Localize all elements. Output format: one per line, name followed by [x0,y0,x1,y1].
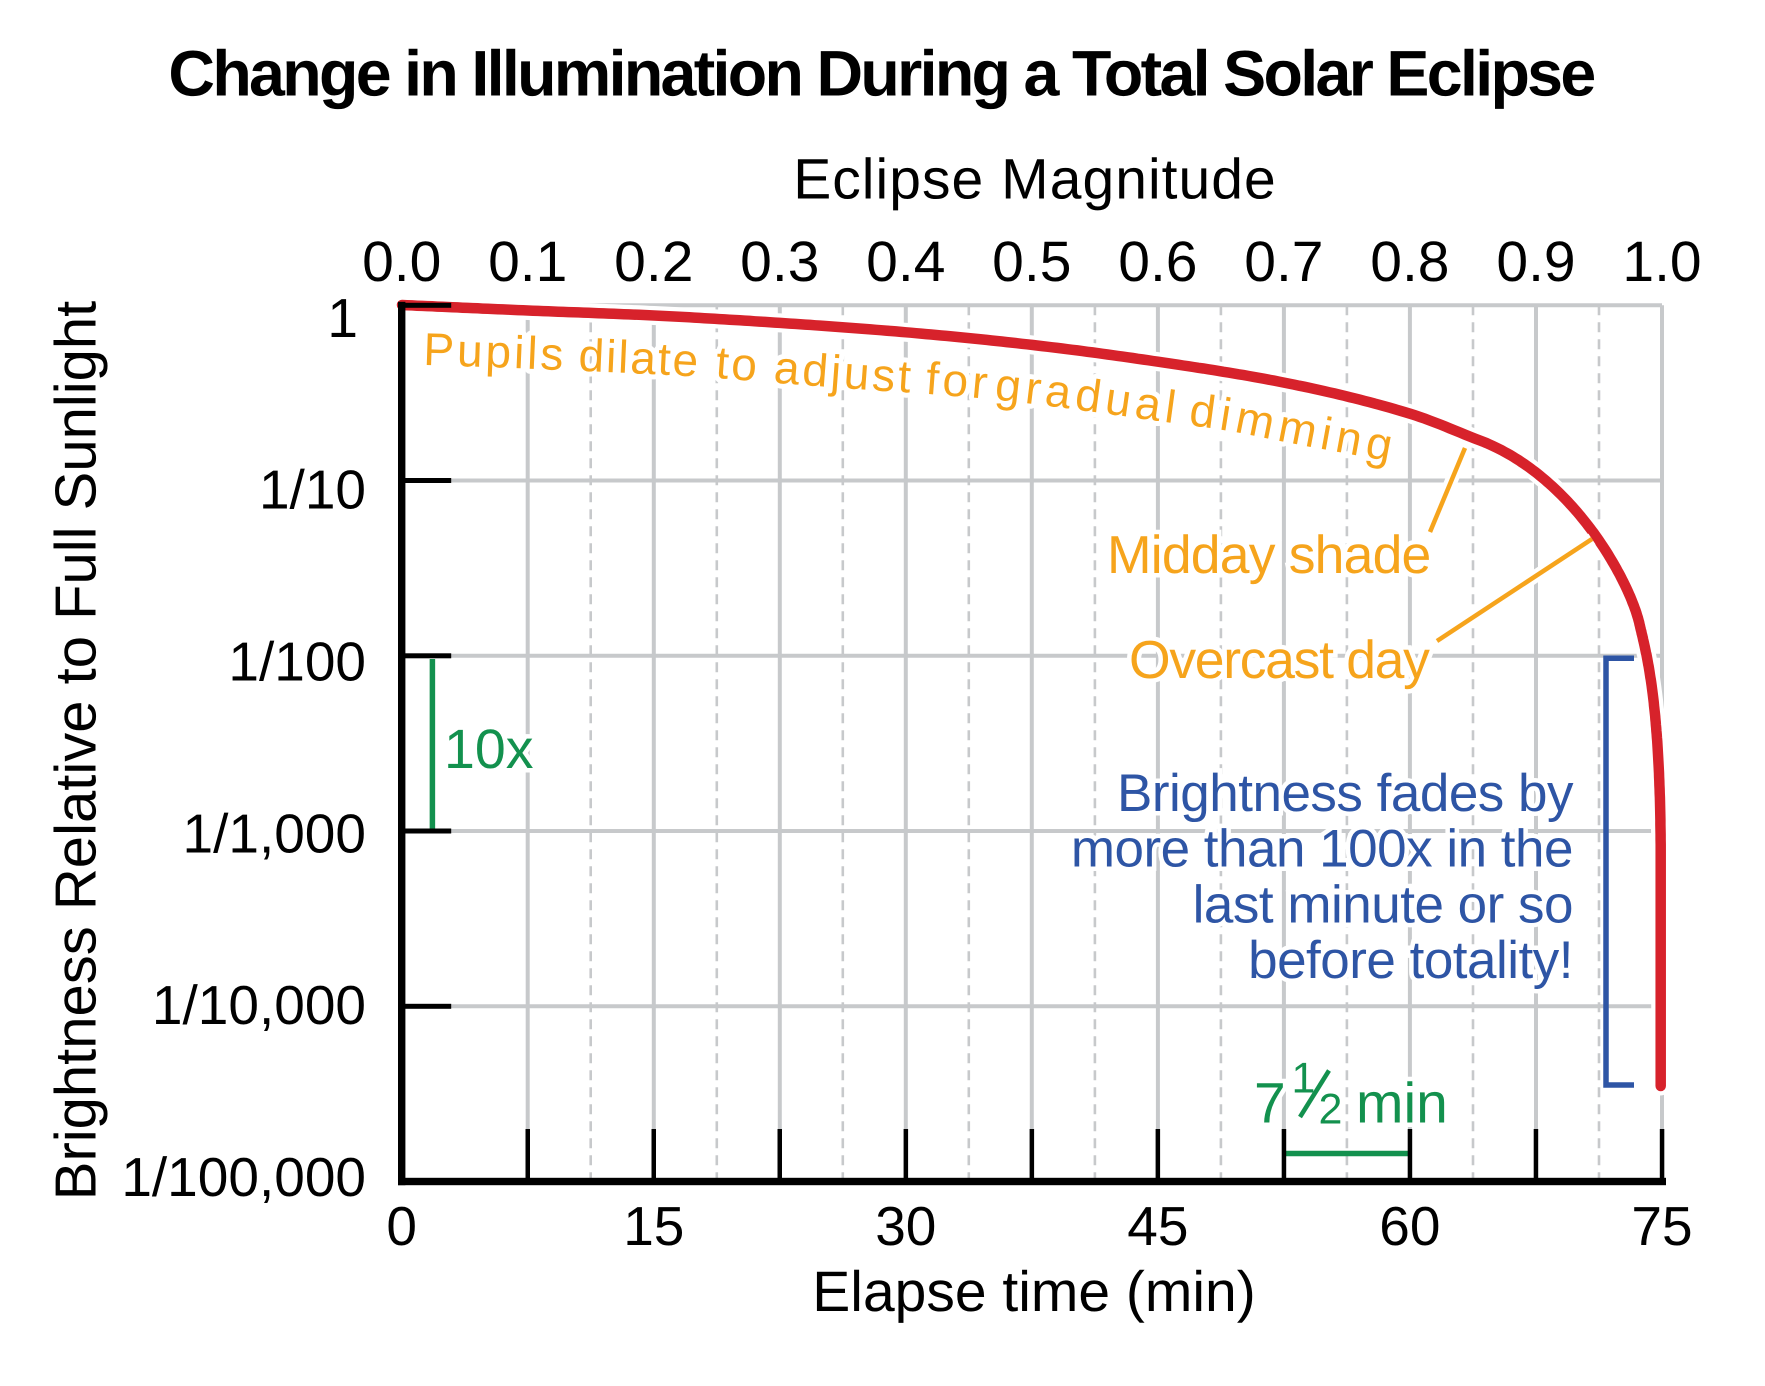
svg-text:u: u [456,324,483,377]
svg-text:1/1,000: 1/1,000 [182,802,366,864]
svg-text:u: u [842,346,871,400]
svg-text:7: 7 [1254,1072,1286,1136]
svg-text:10x: 10x [444,718,534,780]
svg-text:t: t [714,336,731,389]
svg-text:1.0: 1.0 [1622,230,1701,294]
svg-text:f: f [924,352,941,405]
svg-text:Brightness Relative to Full Su: Brightness Relative to Full Sunlight [44,301,109,1200]
svg-text:0.3: 0.3 [740,230,819,294]
svg-text:t: t [657,332,673,385]
svg-text:1/100: 1/100 [228,631,366,693]
svg-text:g: g [993,358,1024,412]
svg-text:0.9: 0.9 [1496,230,1575,294]
svg-text:75: 75 [1631,1195,1692,1257]
svg-text:0.8: 0.8 [1370,230,1449,294]
svg-text:0: 0 [386,1195,417,1257]
svg-text:0.0: 0.0 [362,230,441,294]
svg-text:e: e [671,333,700,386]
svg-text:15: 15 [623,1195,684,1257]
svg-text:0.5: 0.5 [992,230,1071,294]
svg-text:1/10: 1/10 [259,459,366,521]
svg-text:t: t [896,350,912,403]
svg-text:r: r [970,356,990,409]
svg-text:P: P [423,323,455,376]
svg-text:i: i [605,330,617,382]
svg-text:1/100,000: 1/100,000 [121,1146,366,1208]
svg-text:0.6: 0.6 [1118,230,1197,294]
svg-text:s: s [871,348,897,401]
svg-text:min: min [1356,1072,1448,1136]
svg-text:last minute or so: last minute or so [1193,875,1573,934]
svg-text:r: r [1023,361,1044,414]
svg-text:p: p [485,325,513,378]
svg-text:0.7: 0.7 [1244,230,1323,294]
svg-text:o: o [729,337,759,391]
svg-text:more than 100x in the: more than 100x in the [1071,820,1573,879]
svg-text:P: P [423,323,455,376]
svg-text:45: 45 [1127,1195,1188,1257]
svg-text:Overcast day: Overcast day [1129,631,1430,690]
svg-text:Eclipse Magnitude: Eclipse Magnitude [793,148,1277,212]
svg-text:before totality!: before totality! [1248,931,1573,990]
svg-text:60: 60 [1379,1195,1440,1257]
svg-text:j: j [827,345,843,398]
svg-text:1: 1 [327,287,358,349]
svg-text:i: i [513,326,525,378]
svg-text:l: l [526,327,538,379]
svg-text:d: d [801,343,830,397]
svg-text:l: l [617,331,629,383]
svg-text:o: o [941,353,971,407]
svg-text:Change in Illumination During: Change in Illumination During a Total So… [168,38,1594,110]
svg-text:s: s [539,327,564,380]
svg-text:30: 30 [875,1195,936,1257]
svg-text:Midday shade: Midday shade [1107,526,1431,585]
svg-text:d: d [578,329,606,382]
svg-text:1/10,000: 1/10,000 [152,974,366,1036]
svg-text:0.4: 0.4 [866,230,945,294]
svg-text:a: a [629,331,657,384]
svg-text:Brightness fades by: Brightness fades by [1117,764,1574,823]
svg-text:a: a [772,341,802,395]
svg-text:0.1: 0.1 [488,230,567,294]
svg-text:Elapse time (min): Elapse time (min) [812,1260,1255,1324]
svg-text:0.2: 0.2 [614,230,693,294]
